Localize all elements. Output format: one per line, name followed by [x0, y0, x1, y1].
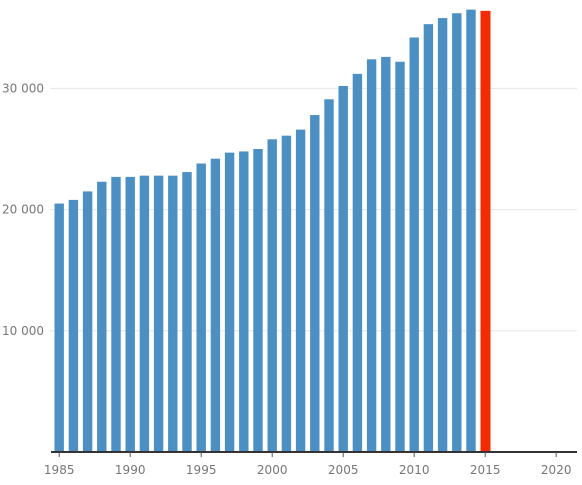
x-tick-label-2005: 2005	[328, 463, 359, 477]
x-tick-label-1995: 1995	[186, 463, 217, 477]
bar-1991	[139, 175, 150, 452]
bar-2005	[338, 85, 348, 452]
x-tick-label-2010: 2010	[399, 463, 430, 477]
bar-1999	[253, 149, 263, 452]
bar-2000	[267, 139, 277, 453]
bar-2010	[409, 37, 419, 452]
bar-2009	[395, 61, 405, 453]
x-axis-ticks: 1985 1990 1995 2000 2005 2010 2015 2020	[44, 452, 572, 477]
bar-1990	[125, 176, 135, 452]
bar-2006	[352, 73, 363, 453]
x-tick-label-1990: 1990	[115, 463, 146, 477]
bar-2013	[452, 13, 462, 452]
bar-2001	[281, 135, 292, 453]
bars	[54, 9, 491, 453]
bar-2007	[366, 59, 377, 453]
y-tick-label-2: 30 000	[2, 81, 44, 95]
bar-1985	[54, 203, 64, 452]
bar-2003	[310, 115, 320, 452]
bar-2002	[295, 129, 306, 453]
bar-1997	[224, 152, 235, 452]
x-tick-label-2015: 2015	[470, 463, 501, 477]
x-tick-label-2000: 2000	[257, 463, 288, 477]
bar-1992	[153, 175, 164, 452]
y-axis-ticks: 10 000 20 000 30 000	[2, 81, 44, 337]
bar-1998	[239, 151, 249, 453]
bar-2014	[466, 9, 476, 453]
y-tick-label-1: 20 000	[2, 203, 44, 217]
bar-1986	[68, 199, 79, 452]
bar-2015	[480, 10, 491, 453]
x-tick-label-1985: 1985	[44, 463, 75, 477]
bar-2004	[324, 99, 334, 452]
bar-1987	[82, 191, 93, 453]
bar-1988	[97, 181, 107, 452]
bar-2008	[381, 56, 391, 452]
y-tick-label-0: 10 000	[2, 324, 44, 338]
bar-1989	[111, 176, 121, 452]
bar-1994	[182, 172, 192, 452]
bar-2011	[423, 24, 434, 452]
bar-2012	[437, 18, 448, 452]
bar-1993	[168, 175, 178, 452]
bar-1995	[196, 163, 206, 453]
bar-1996	[210, 158, 221, 452]
x-tick-label-2020: 2020	[541, 463, 572, 477]
